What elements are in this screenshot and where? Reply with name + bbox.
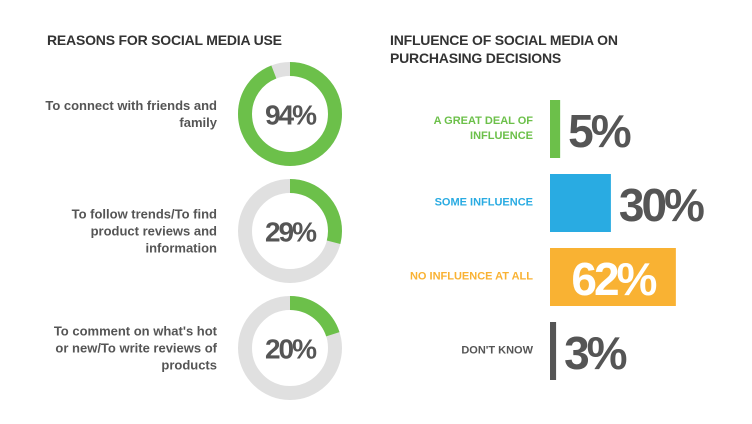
donut-value-label: 20% <box>265 334 317 365</box>
donut-arc <box>238 296 342 400</box>
bar <box>550 174 611 232</box>
chart-title: INFLUENCE OF SOCIAL MEDIA ON PURCHASING … <box>390 32 618 66</box>
donut-arc <box>238 179 342 283</box>
bar-value-label: 3% <box>564 327 627 379</box>
donut-arc <box>238 62 342 166</box>
bar-category-label: DON'T KNOW <box>461 344 533 357</box>
bar-value-label: 5% <box>568 105 631 157</box>
donut-value-label: 94% <box>265 100 317 131</box>
bar-category-label: A GREAT DEAL OF INFLUENCE <box>433 115 533 142</box>
chart-title: REASONS FOR SOCIAL MEDIA USE <box>47 32 282 48</box>
bar-value-label: 30% <box>619 179 704 231</box>
bar <box>550 248 676 306</box>
bar <box>550 322 557 380</box>
bar-category-label: NO INFLUENCE AT ALL <box>409 270 533 283</box>
donut-category-label: To follow trends/To find product reviews… <box>71 206 217 256</box>
donut-category-label: To connect with friends and family <box>45 98 217 130</box>
bar-category-label: SOME INFLUENCE <box>434 196 533 209</box>
donut-category-label: To comment on what's hot or new/To write… <box>53 323 217 373</box>
bar-value-label: 62% <box>571 253 656 305</box>
donut-value-label: 29% <box>265 217 317 248</box>
bar <box>550 100 561 158</box>
